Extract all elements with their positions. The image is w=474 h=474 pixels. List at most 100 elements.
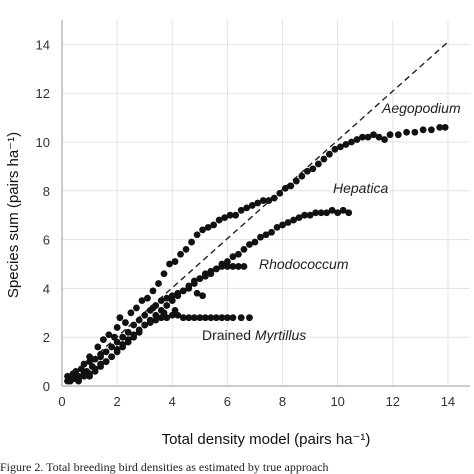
data-point: [168, 292, 176, 300]
x-tick-label: 8: [279, 394, 286, 409]
data-point: [210, 221, 218, 229]
y-tick-label: 6: [43, 233, 50, 248]
data-point: [303, 167, 311, 175]
annotation-aegopodium: Aegopodium: [381, 100, 461, 116]
data-point: [331, 145, 339, 153]
data-point: [113, 346, 121, 353]
data-point: [201, 270, 209, 278]
data-point: [326, 150, 333, 158]
data-point: [188, 238, 195, 246]
data-point: [232, 211, 240, 219]
data-point: [428, 126, 435, 134]
data-point: [259, 197, 267, 204]
data-point: [86, 370, 93, 378]
data-point: [403, 128, 410, 136]
data-point: [166, 260, 173, 268]
data-point: [411, 128, 419, 136]
data-point: [108, 353, 116, 361]
data-point: [237, 314, 245, 322]
y-tick-label: 4: [43, 281, 50, 296]
y-tick-label: 8: [43, 184, 50, 199]
data-point: [105, 331, 113, 339]
y-tick-label: 12: [36, 86, 50, 101]
data-point: [86, 353, 93, 361]
data-point: [130, 321, 138, 329]
data-point: [262, 231, 270, 239]
y-tick-label: 2: [43, 330, 50, 345]
x-tick-label: 14: [441, 394, 455, 409]
grid-lines: [61, 20, 470, 387]
data-point: [157, 297, 165, 304]
data-point: [149, 287, 157, 295]
x-tick-labels: 0 2 4 6 8 10 12 14: [58, 394, 455, 409]
data-point: [229, 314, 237, 322]
data-point: [279, 221, 286, 229]
data-point: [141, 321, 149, 329]
data-point: [381, 136, 388, 143]
data-point: [254, 199, 262, 207]
data-point: [229, 263, 237, 270]
data-point: [141, 311, 149, 319]
data-point: [273, 224, 281, 231]
data-point: [163, 302, 171, 309]
data-point: [287, 182, 295, 190]
data-point: [386, 131, 394, 139]
data-point: [323, 209, 331, 217]
data-point: [168, 297, 176, 304]
data-point: [276, 189, 284, 197]
data-point: [246, 241, 253, 248]
data-point: [345, 209, 353, 217]
data-point: [171, 258, 179, 265]
data-point: [149, 304, 157, 312]
data-point: [152, 311, 160, 319]
data-point: [314, 160, 322, 168]
data-point: [328, 206, 336, 214]
x-tick-label: 4: [169, 394, 176, 409]
data-point: [240, 263, 248, 270]
data-point: [342, 141, 350, 148]
data-point: [207, 267, 215, 275]
data-point: [91, 367, 99, 375]
data-point: [190, 277, 198, 285]
data-point: [97, 363, 104, 370]
data-point: [177, 250, 184, 258]
data-point: [199, 226, 206, 234]
data-point: [69, 375, 77, 383]
data-point: [337, 143, 344, 151]
y-tick-label: 0: [43, 379, 50, 394]
data-point: [144, 294, 151, 302]
data-point: [243, 204, 251, 212]
data-point: [292, 177, 300, 185]
data-point: [251, 238, 259, 246]
data-point: [196, 275, 204, 283]
data-point: [295, 214, 303, 222]
data-point: [163, 294, 171, 302]
data-point: [317, 209, 325, 217]
data-point: [436, 123, 444, 131]
data-point: [155, 280, 162, 287]
y-tick-labels: 0 2 4 6 8 10 12 14: [36, 37, 50, 394]
data-point: [268, 228, 275, 236]
data-point: [257, 233, 264, 241]
annotation-rhodococcum: Rhodococcum: [259, 256, 349, 272]
data-point: [235, 263, 242, 270]
data-point: [146, 319, 154, 326]
data-point: [193, 289, 201, 297]
data-point: [199, 292, 206, 300]
data-point: [301, 211, 308, 219]
data-point: [306, 211, 314, 219]
data-point: [312, 209, 320, 217]
data-point: [359, 133, 366, 141]
data-point: [353, 136, 361, 143]
data-point: [248, 202, 256, 209]
data-point: [160, 270, 168, 278]
data-point: [212, 314, 220, 322]
data-point: [201, 314, 209, 322]
data-point: [124, 336, 132, 344]
data-point: [237, 206, 245, 214]
data-point: [75, 377, 82, 385]
data-point: [179, 314, 187, 322]
data-point: [94, 343, 102, 351]
data-point: [160, 309, 168, 317]
data-point: [113, 324, 121, 331]
